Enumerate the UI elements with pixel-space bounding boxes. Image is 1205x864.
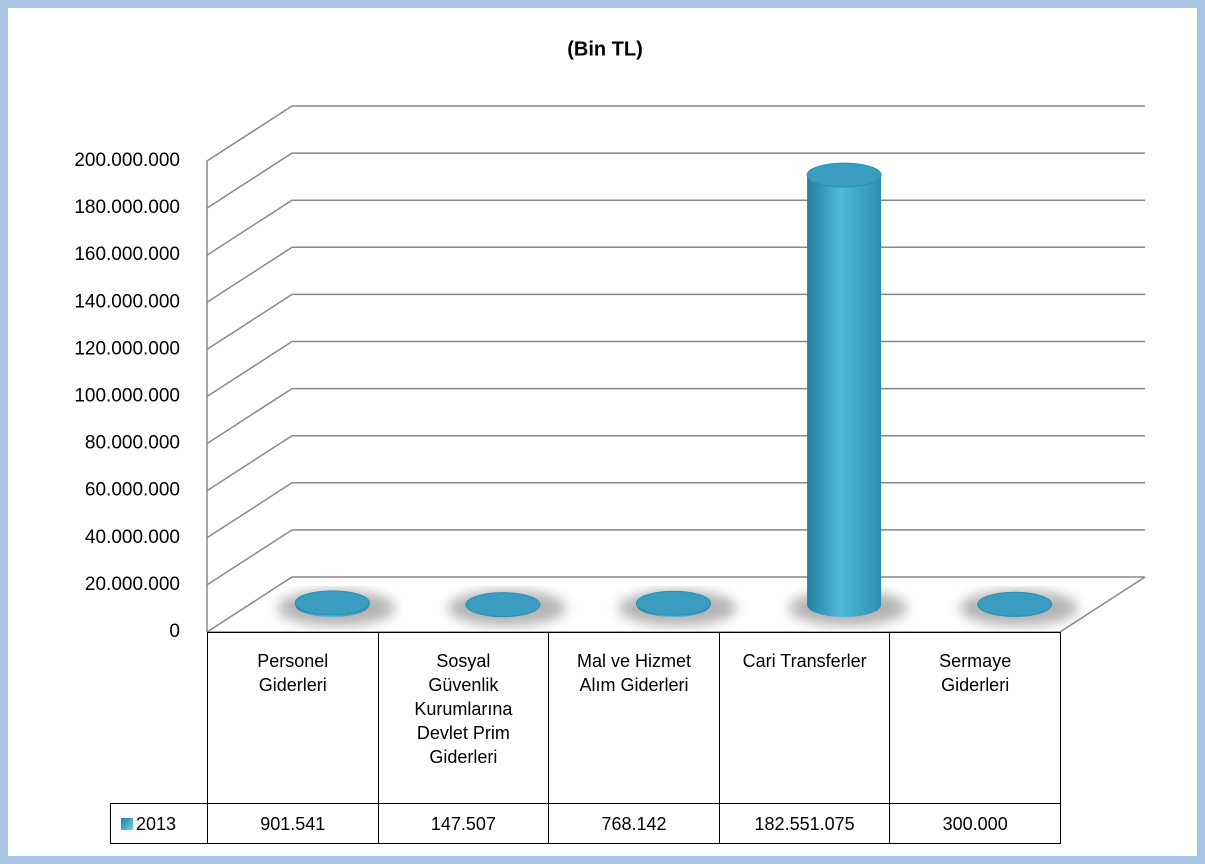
cylinder [465,592,541,618]
value-cell: 901.541 [207,803,379,844]
y-tick-label: 180.000.000 [74,197,180,218]
category-cell: Mal ve Hizmet Alım Giderleri [548,632,720,804]
cylinder-top [806,162,882,188]
y-tick-label: 20.000.000 [85,574,180,595]
legend-label: 2013 [136,813,177,834]
cylinder [977,591,1053,617]
value-cell: 768.142 [548,803,720,844]
category-cell: Sermaye Giderleri [889,632,1061,804]
category-cell: Cari Transferler [718,632,891,804]
value-cell-text: 901.541 [260,813,326,834]
y-tick-label: 160.000.000 [74,244,180,265]
cylinder [294,590,370,617]
category-cell: Personel Giderleri [207,632,379,804]
cylinder [806,162,882,617]
floor-right-edge [1059,576,1146,633]
value-cell-text: 300.000 [942,813,1008,834]
cylinder-top [294,590,370,616]
grid-line [206,152,1145,209]
category-cell-text: Mal ve Hizmet Alım Giderleri [576,651,691,695]
chart-title: (Bin TL) [567,38,643,60]
value-cell: 147.507 [377,803,550,844]
cylinder-top [636,590,711,616]
cylinder-body [807,175,882,617]
legend-cell: 2013 [110,803,208,844]
category-cell-text: Personel Giderleri [257,651,329,695]
category-cell: Sosyal Güvenlik Kurumlarına Devlet Prim … [377,632,550,804]
cylinder-top [977,591,1053,617]
cylinder-top [465,592,541,618]
legend-swatch [121,817,133,830]
category-cell-text: Sosyal Güvenlik Kurumlarına Devlet Prim … [414,651,513,767]
y-tick-label: 200.000.000 [74,150,180,171]
y-tick-label: 80.000.000 [85,433,180,454]
y-tick-label: 100.000.000 [74,386,180,407]
chart-area [8,8,1197,856]
category-cell-text: Sermaye Giderleri [939,651,1012,695]
grid-line [206,105,1145,162]
value-cell-text: 182.551.075 [754,813,855,834]
y-tick-label: 120.000.000 [74,338,180,359]
y-tick-label: 40.000.000 [85,527,180,548]
y-tick-label: 60.000.000 [85,480,180,501]
value-cell: 300.000 [889,803,1061,844]
cylinder [636,590,711,617]
value-cell: 182.551.075 [718,803,891,844]
y-tick-label: 140.000.000 [74,291,180,312]
category-cell-text: Cari Transferler [742,651,867,671]
value-cell-text: 147.507 [430,813,496,834]
y-tick-label: 0 [169,621,180,642]
value-cell-text: 768.142 [601,813,667,834]
